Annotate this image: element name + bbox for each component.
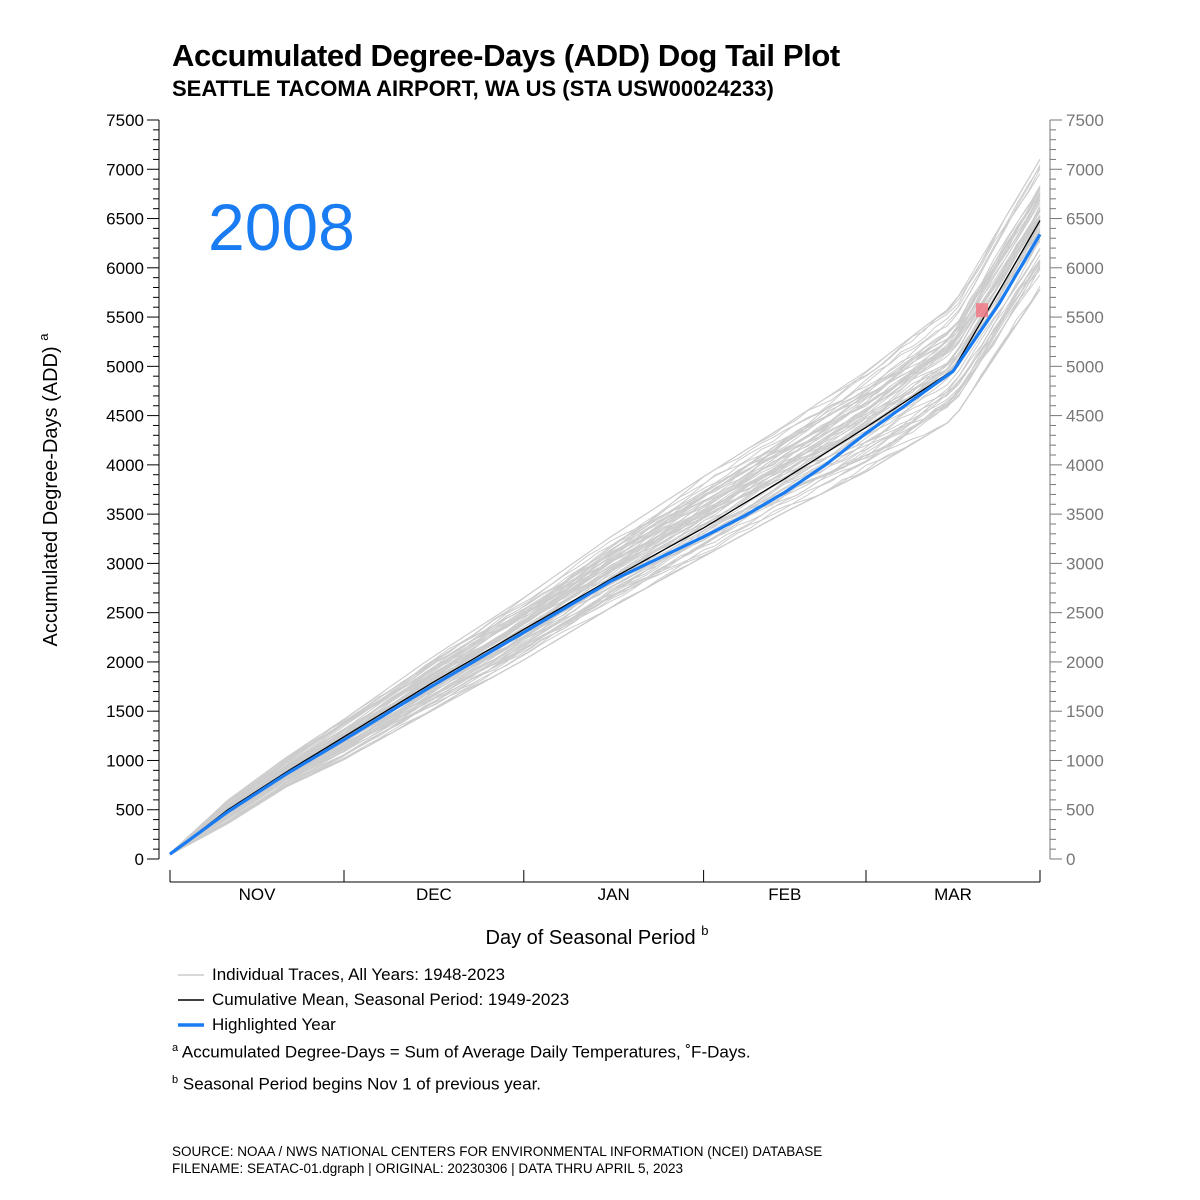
- footnotes: a Accumulated Degree-Days = Sum of Avera…: [172, 1042, 751, 1106]
- source-footer: SOURCE: NOAA / NWS NATIONAL CENTERS FOR …: [172, 1143, 822, 1177]
- footnote-b-text: Seasonal Period begins Nov 1 of previous…: [182, 1074, 542, 1094]
- x-month-label: NOV: [239, 885, 277, 904]
- legend-item-traces: Individual Traces, All Years: 1948-2023: [178, 962, 569, 987]
- left-y-tick-label: 1000: [106, 751, 144, 770]
- left-y-tick-label: 2500: [106, 604, 144, 623]
- individual-trace-line: [169, 261, 1041, 855]
- highlight-year-line: [169, 233, 1042, 856]
- left-y-tick-label: 2000: [106, 653, 144, 672]
- legend: Individual Traces, All Years: 1948-2023 …: [178, 962, 569, 1037]
- y-axis-title: Accumulated Degree-Days (ADD) a: [36, 333, 62, 647]
- left-y-tick-label: 5500: [106, 308, 144, 327]
- individual-trace-line: [169, 168, 1041, 854]
- individual-trace-line: [169, 274, 1041, 855]
- individual-trace-line: [169, 194, 1041, 854]
- right-y-tick-label: 6000: [1066, 259, 1104, 278]
- chart-title: Accumulated Degree-Days (ADD) Dog Tail P…: [172, 38, 840, 73]
- mean-line: [169, 220, 1041, 855]
- left-y-tick-label: 3500: [106, 505, 144, 524]
- footnote-b-marker: b: [172, 1074, 179, 1086]
- legend-item-highlight: Highlighted Year: [178, 1012, 569, 1037]
- right-y-tick-label: 500: [1066, 801, 1094, 820]
- left-y-tick-label: 4500: [106, 407, 144, 426]
- right-y-tick-label: 4000: [1066, 456, 1104, 475]
- right-y-tick-label: 7000: [1066, 160, 1104, 179]
- individual-trace-line: [169, 207, 1041, 855]
- individual-trace-line: [169, 166, 1041, 854]
- footnote-a: a Accumulated Degree-Days = Sum of Avera…: [172, 1042, 751, 1074]
- legend-label-traces: Individual Traces, All Years: 1948-2023: [212, 964, 505, 984]
- highlight-year-label: 2008: [208, 190, 355, 264]
- x-month-label: JAN: [598, 885, 630, 904]
- x-axis-title-sup: b: [701, 923, 708, 938]
- individual-trace-line: [169, 266, 1041, 855]
- right-y-tick-label: 2000: [1066, 653, 1104, 672]
- chart-subtitle: SEATTLE TACOMA AIRPORT, WA US (STA USW00…: [172, 76, 774, 101]
- left-y-tick-label: 4000: [106, 456, 144, 475]
- left-y-tick-label: 7500: [106, 111, 144, 130]
- individual-trace-line: [169, 173, 1041, 854]
- footnote-b: b Seasonal Period begins Nov 1 of previo…: [172, 1074, 751, 1106]
- chart-canvas: 0 0 500 500 1000 1000 1500 1500 2000 2000 2500 2500…: [36, 111, 1104, 949]
- legend-swatch-mean: [178, 998, 204, 1001]
- individual-trace-line: [169, 227, 1041, 855]
- footnote-a-text: Accumulated Degree-Days = Sum of Average…: [181, 1042, 751, 1062]
- legend-swatch-traces: [178, 973, 204, 976]
- left-y-tick-label: 6500: [106, 210, 144, 229]
- legend-item-mean: Cumulative Mean, Seasonal Period: 1949-2…: [178, 987, 569, 1012]
- right-y-tick-label: 5000: [1066, 357, 1104, 376]
- left-y-tick-label: 3000: [106, 554, 144, 573]
- individual-trace-line: [169, 217, 1041, 855]
- right-y-tick-label: 6500: [1066, 210, 1104, 229]
- current-value-marker: [976, 303, 988, 318]
- filename-line: FILENAME: SEATAC-01.dgraph | ORIGINAL: 2…: [172, 1161, 683, 1176]
- x-axis-title: Day of Seasonal Period b: [486, 923, 709, 949]
- individual-trace-line: [169, 249, 1041, 855]
- source-line: SOURCE: NOAA / NWS NATIONAL CENTERS FOR …: [172, 1144, 823, 1159]
- x-month-label: MAR: [934, 885, 972, 904]
- right-y-tick-label: 2500: [1066, 604, 1104, 623]
- individual-trace-line: [169, 289, 1041, 856]
- x-month-label: DEC: [416, 885, 452, 904]
- x-axis-title-text: Day of Seasonal Period: [486, 927, 702, 949]
- left-y-tick-label: 0: [135, 850, 144, 869]
- x-month-label: FEB: [768, 885, 801, 904]
- y-axis-title-text: Accumulated Degree-Days (ADD): [40, 341, 62, 647]
- y-axis-title-sup: a: [36, 333, 51, 341]
- right-y-tick-label: 4500: [1066, 407, 1104, 426]
- legend-label-highlight: Highlighted Year: [212, 1014, 336, 1034]
- right-y-tick-label: 5500: [1066, 308, 1104, 327]
- footnote-a-marker: a: [172, 1042, 179, 1054]
- individual-trace-line: [169, 230, 1041, 855]
- right-y-tick-label: 1000: [1066, 751, 1104, 770]
- right-y-tick-label: 1500: [1066, 702, 1104, 721]
- legend-label-mean: Cumulative Mean, Seasonal Period: 1949-2…: [212, 989, 570, 1009]
- left-y-tick-label: 7000: [106, 160, 144, 179]
- left-y-tick-label: 500: [116, 801, 144, 820]
- individual-trace-line: [169, 192, 1041, 855]
- right-y-tick-label: 0: [1066, 850, 1075, 869]
- right-y-tick-label: 7500: [1066, 111, 1104, 130]
- right-y-tick-label: 3000: [1066, 554, 1104, 573]
- left-y-tick-label: 6000: [106, 259, 144, 278]
- left-y-tick-label: 1500: [106, 702, 144, 721]
- legend-swatch-highlight: [178, 1022, 204, 1027]
- individual-trace-line: [169, 186, 1041, 855]
- left-y-tick-label: 5000: [106, 357, 144, 376]
- right-y-tick-label: 3500: [1066, 505, 1104, 524]
